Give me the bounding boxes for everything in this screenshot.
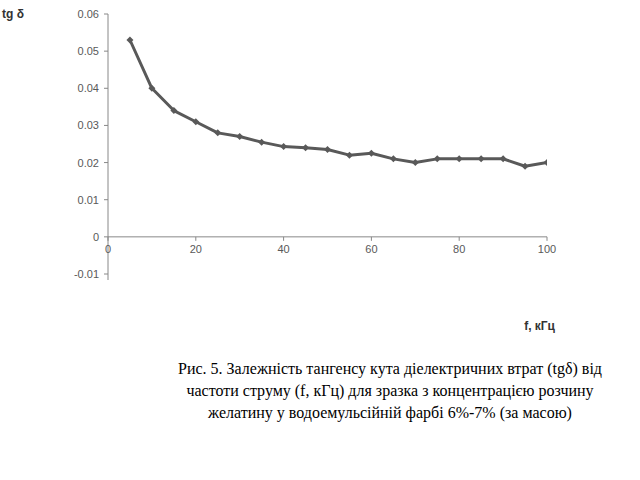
y-tick-label: 0 [93,231,99,243]
data-point [456,155,463,162]
y-tick-label: -0.01 [74,268,99,280]
x-tick [547,237,548,241]
x-tick-label: 20 [190,243,202,255]
x-axis-label: f, кГц [524,319,555,333]
x-tick-label: 80 [453,243,465,255]
data-point [280,143,287,150]
data-point [434,155,441,162]
x-tick [195,237,196,241]
data-point [522,163,529,170]
y-tick-label: 0.02 [78,157,99,169]
x-tick [283,237,284,241]
y-tick-label: 0.01 [78,194,99,206]
data-point [500,155,507,162]
data-point [214,129,221,136]
y-tick [104,162,108,163]
data-point [544,159,548,166]
caption: Рис. 5. Залежність тангенсу кута діелект… [155,358,625,424]
data-point [368,150,375,157]
data-point [126,37,133,44]
x-tick-label: 100 [538,243,556,255]
x-tick-label: 40 [277,243,289,255]
y-tick-label: 0.04 [78,82,99,94]
data-point [148,85,155,92]
data-point [346,152,353,159]
data-point [192,118,199,125]
data-point [324,146,331,153]
data-point [478,155,485,162]
y-axis-label: tg δ [2,7,24,21]
y-tick-label: 0.05 [78,45,99,57]
data-point [236,133,243,140]
data-point [412,159,419,166]
x-tick-label: 60 [365,243,377,255]
x-tick-label: 0 [105,243,111,255]
y-tick [104,236,108,237]
data-point [390,155,397,162]
y-tick [104,274,108,275]
y-tick [104,88,108,89]
y-tick-label: 0.03 [78,119,99,131]
x-tick [371,237,372,241]
data-line [130,40,547,166]
data-point [170,107,177,114]
y-axis [108,14,109,280]
plot-area [126,37,547,170]
y-tick-label: 0.06 [78,8,99,20]
x-tick [108,237,109,241]
data-point [258,139,265,146]
y-tick [104,14,108,15]
page: -0.01 0 0.01 0.02 0.03 0.04 0.05 0.06 0 20 40 60 80 1… [0,0,640,480]
data-point [302,144,309,151]
x-tick [459,237,460,241]
x-axis [108,236,547,237]
y-tick [104,199,108,200]
y-tick [104,125,108,126]
y-tick [104,51,108,52]
